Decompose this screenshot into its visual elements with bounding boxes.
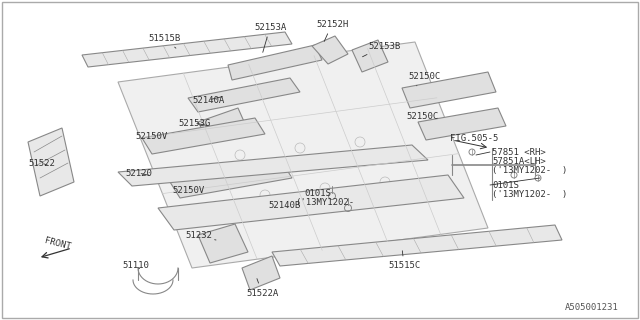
Text: 51522: 51522 xyxy=(28,158,55,167)
Text: ('13MY1202-: ('13MY1202- xyxy=(295,197,354,206)
Polygon shape xyxy=(158,175,464,230)
Polygon shape xyxy=(418,108,506,140)
Polygon shape xyxy=(82,32,292,67)
Polygon shape xyxy=(242,256,280,290)
Text: ('13MY1202-  ): ('13MY1202- ) xyxy=(492,189,567,198)
Text: 52150V: 52150V xyxy=(135,132,167,140)
Text: 52150C: 52150C xyxy=(408,71,440,86)
Text: 51110: 51110 xyxy=(122,261,149,270)
Polygon shape xyxy=(198,108,246,140)
Text: 52140A: 52140A xyxy=(192,95,224,105)
Polygon shape xyxy=(118,145,428,186)
Polygon shape xyxy=(198,224,248,263)
Polygon shape xyxy=(142,118,265,154)
Text: 52150C: 52150C xyxy=(406,111,438,121)
Text: 52150V: 52150V xyxy=(172,186,204,195)
Text: 0101S: 0101S xyxy=(492,180,519,189)
Text: 52152H: 52152H xyxy=(316,20,348,42)
Polygon shape xyxy=(402,72,496,108)
Text: ('13MY1202-  ): ('13MY1202- ) xyxy=(492,165,567,174)
Text: 52140B: 52140B xyxy=(268,202,300,211)
Text: 52153B: 52153B xyxy=(362,42,400,57)
Text: 52153A: 52153A xyxy=(254,22,286,52)
Polygon shape xyxy=(118,42,488,268)
Text: 51232: 51232 xyxy=(185,231,216,241)
Text: 51515C: 51515C xyxy=(388,251,420,270)
Polygon shape xyxy=(188,78,300,112)
Text: 0101S: 0101S xyxy=(304,188,331,197)
Polygon shape xyxy=(352,40,388,72)
Text: 57851A<LH>: 57851A<LH> xyxy=(492,156,546,165)
Text: FRONT: FRONT xyxy=(44,236,72,252)
Polygon shape xyxy=(228,45,322,80)
Polygon shape xyxy=(170,162,292,198)
Polygon shape xyxy=(312,36,348,64)
Text: 51515B: 51515B xyxy=(148,34,180,48)
Text: A505001231: A505001231 xyxy=(565,303,619,313)
Text: 52120: 52120 xyxy=(125,169,152,178)
Text: 57851 <RH>: 57851 <RH> xyxy=(492,148,546,156)
Text: 51522A: 51522A xyxy=(246,279,278,298)
Text: 52153G: 52153G xyxy=(178,118,211,127)
Text: FIG.505-5: FIG.505-5 xyxy=(450,133,499,142)
Polygon shape xyxy=(28,128,74,196)
Polygon shape xyxy=(272,225,562,266)
